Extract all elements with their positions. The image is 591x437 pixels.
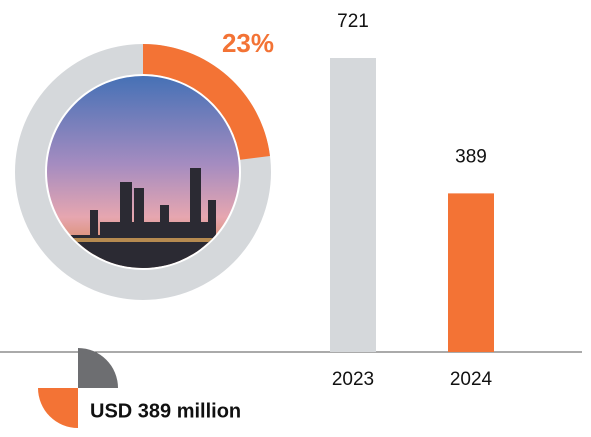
legend-icon-gray [78, 348, 118, 388]
donut-segment [143, 44, 270, 160]
donut-value-label: 23% [222, 28, 274, 58]
bar [330, 58, 376, 352]
x-tick-label: 2024 [450, 369, 493, 390]
plant-photo [47, 76, 239, 268]
bar-value-label: 721 [337, 11, 369, 32]
x-tick-label: 2023 [332, 369, 374, 390]
bar-value-label: 389 [455, 146, 487, 167]
annotation: USD 389 million [90, 400, 241, 422]
bar [448, 193, 494, 352]
legend-icon-orange [38, 388, 78, 428]
